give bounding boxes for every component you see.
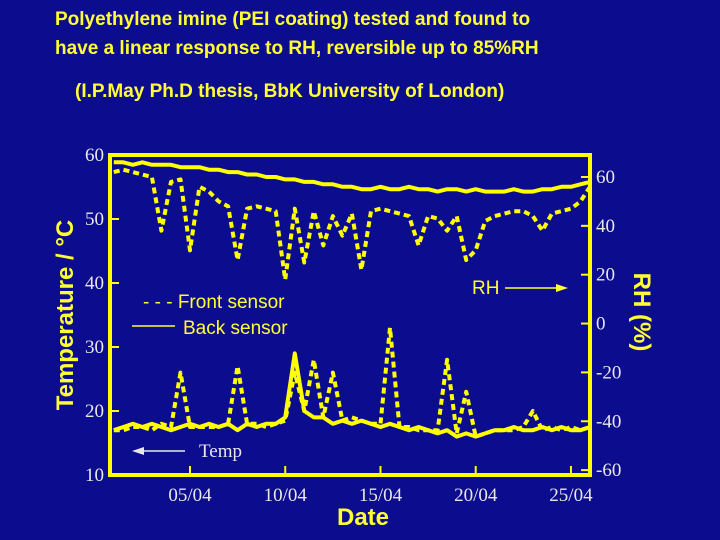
y2-tick-label: 0 [596,314,606,335]
title-line: Polyethylene imine (PEI coating) tested … [55,9,530,30]
x-axis-label: Date [337,504,389,531]
y-tick-label: 10 [85,465,104,486]
y-tick-label: 30 [85,337,104,358]
y-tick-label: 40 [85,273,104,294]
title-line: have a linear response to RH, reversible… [55,38,539,59]
annotation-arrow-head [132,447,144,455]
data-line [113,160,591,194]
y2-tick-label: 20 [596,265,615,286]
subtitle: (I.P.May Ph.D thesis, BbK University of … [75,81,504,102]
y2-tick-label: -40 [596,411,621,432]
y2-tick-label: -60 [596,460,621,481]
y2-tick-label: 40 [596,216,615,237]
annotation: Temp [199,441,242,462]
y-tick-label: 20 [85,401,104,422]
annotation: RH [472,278,499,299]
y2-axis-label: RH (%) [628,273,655,352]
y-axis-label: Temperature / °C [52,220,79,411]
x-tick-label: 05/04 [168,485,212,506]
plot-frame [108,153,592,477]
y2-tick-label: -20 [596,362,621,383]
x-tick-label: 10/04 [264,485,308,506]
annotation-arrow-head [556,284,568,292]
x-tick-label: 25/04 [549,485,593,506]
y2-tick-label: 60 [596,167,615,188]
annotation: Back sensor [183,318,288,339]
x-tick-label: 20/04 [454,485,498,506]
data-line [113,325,591,439]
annotation: - - - Front sensor [143,292,285,313]
data-line [113,351,591,439]
y-tick-label: 50 [85,209,104,230]
y-tick-label: 60 [85,145,104,166]
x-tick-label: 15/04 [359,485,403,506]
